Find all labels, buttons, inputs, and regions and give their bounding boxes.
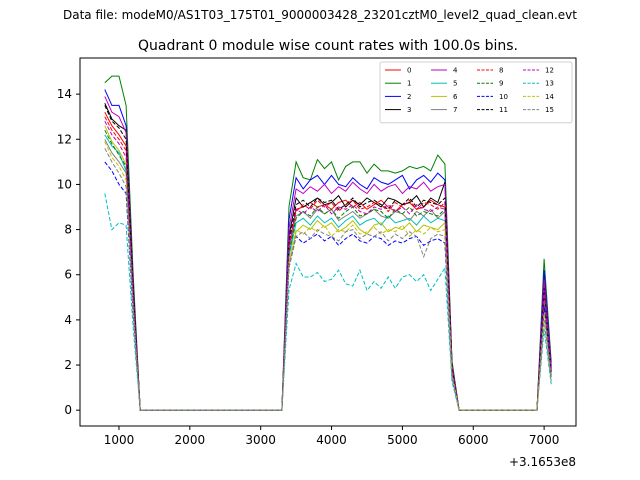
legend-label-3: 3 <box>407 106 411 114</box>
series-line-3 <box>104 102 552 411</box>
legend-label-5: 5 <box>453 80 457 88</box>
y-tick-label: 0 <box>64 403 72 417</box>
y-tick-label: 12 <box>57 132 72 146</box>
series-line-15 <box>104 148 552 411</box>
series-line-8 <box>104 116 552 411</box>
y-tick-label: 10 <box>57 177 72 191</box>
legend-label-1: 1 <box>407 80 411 88</box>
legend-box <box>379 61 573 124</box>
series-line-5 <box>104 134 552 411</box>
legend-label-0: 0 <box>407 67 411 75</box>
series-line-2 <box>104 89 552 411</box>
series-line-1 <box>104 75 552 411</box>
legend-label-4: 4 <box>453 67 458 75</box>
series-line-14 <box>104 141 552 411</box>
chart-title: Quadrant 0 module wise count rates with … <box>138 38 518 54</box>
y-tick-label: 6 <box>64 268 72 282</box>
legend-label-12: 12 <box>545 67 554 75</box>
x-tick-label: 6000 <box>458 433 489 447</box>
x-tick-label: 1000 <box>104 433 135 447</box>
legend-label-2: 2 <box>407 93 411 101</box>
legend-label-14: 14 <box>545 93 554 101</box>
legend-label-6: 6 <box>453 93 458 101</box>
y-tick-label: 2 <box>64 358 72 372</box>
y-axis: 0 2 4 6 8 10 12 14 <box>57 87 80 417</box>
series-line-9 <box>104 129 552 411</box>
legend-label-7: 7 <box>453 106 457 114</box>
legend-label-10: 10 <box>499 93 508 101</box>
y-tick-label: 8 <box>64 223 72 237</box>
series-line-0 <box>104 111 552 411</box>
x-tick-label: 7000 <box>529 433 560 447</box>
legend-label-15: 15 <box>545 106 554 114</box>
series-line-6 <box>104 125 552 411</box>
x-tick-label: 2000 <box>175 433 206 447</box>
y-tick-label: 4 <box>64 313 72 327</box>
legend-label-9: 9 <box>499 80 503 88</box>
x-tick-label: 3000 <box>245 433 276 447</box>
x-offset-label: +3.1653e8 <box>509 455 576 469</box>
series-line-12 <box>104 120 552 411</box>
x-tick-label: 4000 <box>316 433 347 447</box>
series-line-13 <box>104 193 552 411</box>
series-line-11 <box>104 105 552 411</box>
figure-suptitle: Data file: modeM0/AS1T03_175T01_90000034… <box>63 8 577 22</box>
x-axis: 1000 2000 3000 4000 5000 6000 7000 <box>104 426 560 447</box>
series-line-4 <box>104 96 552 411</box>
legend-label-11: 11 <box>499 106 508 114</box>
y-tick-label: 14 <box>57 87 72 101</box>
series-lines <box>104 75 552 411</box>
series-line-10 <box>104 161 552 411</box>
plot-frame <box>79 57 577 427</box>
legend-label-13: 13 <box>545 80 554 88</box>
x-tick-label: 5000 <box>387 433 418 447</box>
legend-label-8: 8 <box>499 67 503 75</box>
